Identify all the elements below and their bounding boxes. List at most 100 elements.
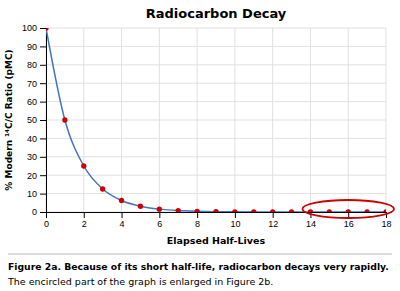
point (364, 209, 369, 212)
y-axis-tick-mark (40, 46, 46, 47)
grid-line-y (46, 28, 386, 29)
x-axis: 0 2 4 6 8 10 12 14 16 18 (44, 212, 392, 229)
grid-line-y (46, 193, 386, 194)
y-axis-tick: 30 (27, 152, 46, 162)
y-axis-tick-label: 30 (27, 152, 37, 162)
marks (46, 28, 386, 212)
y-axis-tick: 90 (27, 42, 46, 52)
point (232, 209, 237, 212)
y-axis-tick: 100 (22, 23, 46, 33)
plot-area: 0 2 4 6 8 10 12 14 16 18 0 10 20 30 40 50 60 70 80 90 100 (22, 23, 394, 229)
x-axis-tick-label: 16 (344, 219, 354, 229)
grid-line-y (46, 120, 386, 121)
x-axis-tick-label: 2 (82, 219, 87, 229)
y-axis-tick-mark (40, 28, 46, 29)
y-axis-tick-mark (40, 65, 46, 66)
y-axis-tick-label: 60 (27, 97, 37, 107)
point (194, 209, 199, 212)
y-axis-tick-label: 50 (27, 115, 37, 125)
x-axis-tick: 8 (195, 212, 200, 229)
chart: 0 2 4 6 8 10 12 14 16 18 0 10 20 30 40 50 60 70 80 90 100 Rad… (0, 0, 400, 291)
point (81, 163, 86, 168)
x-axis-tick-label: 4 (120, 219, 125, 229)
x-axis-tick-label: 10 (230, 219, 240, 229)
line (46, 28, 386, 212)
x-axis-title: Elapsed Half-Lives (167, 235, 266, 246)
caption: Figure 2a. Because of its short half-lif… (8, 261, 389, 272)
y-axis-tick: 70 (27, 79, 46, 89)
y-axis-tick-label: 10 (27, 189, 37, 199)
y-axis-line (40, 29, 47, 213)
point (289, 209, 294, 212)
x-axis-tick: 6 (157, 212, 162, 229)
y-axis-tick-label: 80 (27, 60, 37, 70)
x-axis-tick-label: 0 (44, 219, 49, 229)
caption: The encircled part of the graph is enlar… (7, 276, 273, 287)
x-axis-tick: 16 (344, 212, 354, 229)
x-axis-tick-label: 8 (195, 219, 200, 229)
y-axis-tick: 20 (27, 171, 46, 181)
point (383, 209, 386, 212)
point (327, 209, 332, 212)
y-axis-tick-mark (40, 212, 46, 213)
grid (46, 28, 386, 212)
x-axis-tick-mark (159, 212, 160, 218)
grid-line-y (46, 46, 386, 47)
y-axis-tick-label: 70 (27, 79, 37, 89)
y-axis-tick-mark (40, 120, 46, 121)
y-axis-tick-label: 90 (27, 42, 37, 52)
y-axis-tick-mark (40, 194, 46, 195)
point (138, 204, 143, 209)
y-axis-tick-label: 20 (27, 171, 37, 181)
x-axis-tick: 12 (268, 212, 278, 229)
point (157, 206, 162, 211)
x-axis-tick: 4 (120, 212, 125, 229)
point (119, 198, 124, 203)
point (100, 186, 105, 191)
x-axis-tick-label: 14 (306, 219, 316, 229)
y-axis-tick: 60 (27, 97, 46, 107)
y-axis-tick-label: 100 (22, 23, 37, 33)
point (270, 209, 275, 212)
x-axis-tick-label: 6 (157, 219, 162, 229)
point (308, 209, 313, 212)
grid-line-y (46, 156, 386, 157)
x-axis-tick: 2 (82, 212, 87, 229)
y-axis-tick-mark (40, 83, 46, 84)
point (46, 28, 49, 31)
point (251, 209, 256, 212)
y-axis-tick-label: 40 (27, 134, 37, 144)
y-axis-tick-label: 0 (32, 207, 37, 217)
y-axis-tick-mark (40, 157, 46, 158)
x-axis-tick-mark (84, 212, 85, 218)
y-axis-title: % Modern ¹⁴C/C Ratio (pMC) (4, 49, 14, 190)
point (176, 208, 181, 212)
y-axis: 0 10 20 30 40 50 60 70 80 90 100 (22, 23, 47, 217)
x-axis-tick: 10 (230, 212, 240, 229)
point (346, 209, 351, 212)
x-axis-tick-label: 18 (381, 219, 391, 229)
grid-line-y (46, 175, 386, 176)
x-axis-tick-mark (273, 212, 274, 218)
x-axis-tick-mark (235, 212, 236, 218)
y-axis-tick-mark (40, 138, 46, 139)
point (213, 209, 218, 212)
separator (8, 254, 392, 255)
grid-line-y (46, 83, 386, 84)
y-axis-tick: 80 (27, 60, 46, 70)
x-axis-tick-mark (386, 212, 387, 218)
highlight-ellipse (302, 200, 394, 218)
grid-line-y (46, 64, 386, 65)
y-axis-tick: 0 (32, 207, 46, 217)
title: Radiocarbon Decay (146, 6, 287, 21)
x-axis-tick: 0 (44, 212, 49, 229)
y-axis-tick: 40 (27, 134, 46, 144)
y-axis-tick-mark (40, 102, 46, 103)
y-axis-tick-mark (40, 175, 46, 176)
grid-line-y (46, 138, 386, 139)
x-axis-tick-mark (122, 212, 123, 218)
x-axis-tick-label: 12 (268, 219, 278, 229)
x-axis-tick-mark (197, 212, 198, 218)
point (62, 117, 67, 122)
grid-line-y (46, 101, 386, 102)
